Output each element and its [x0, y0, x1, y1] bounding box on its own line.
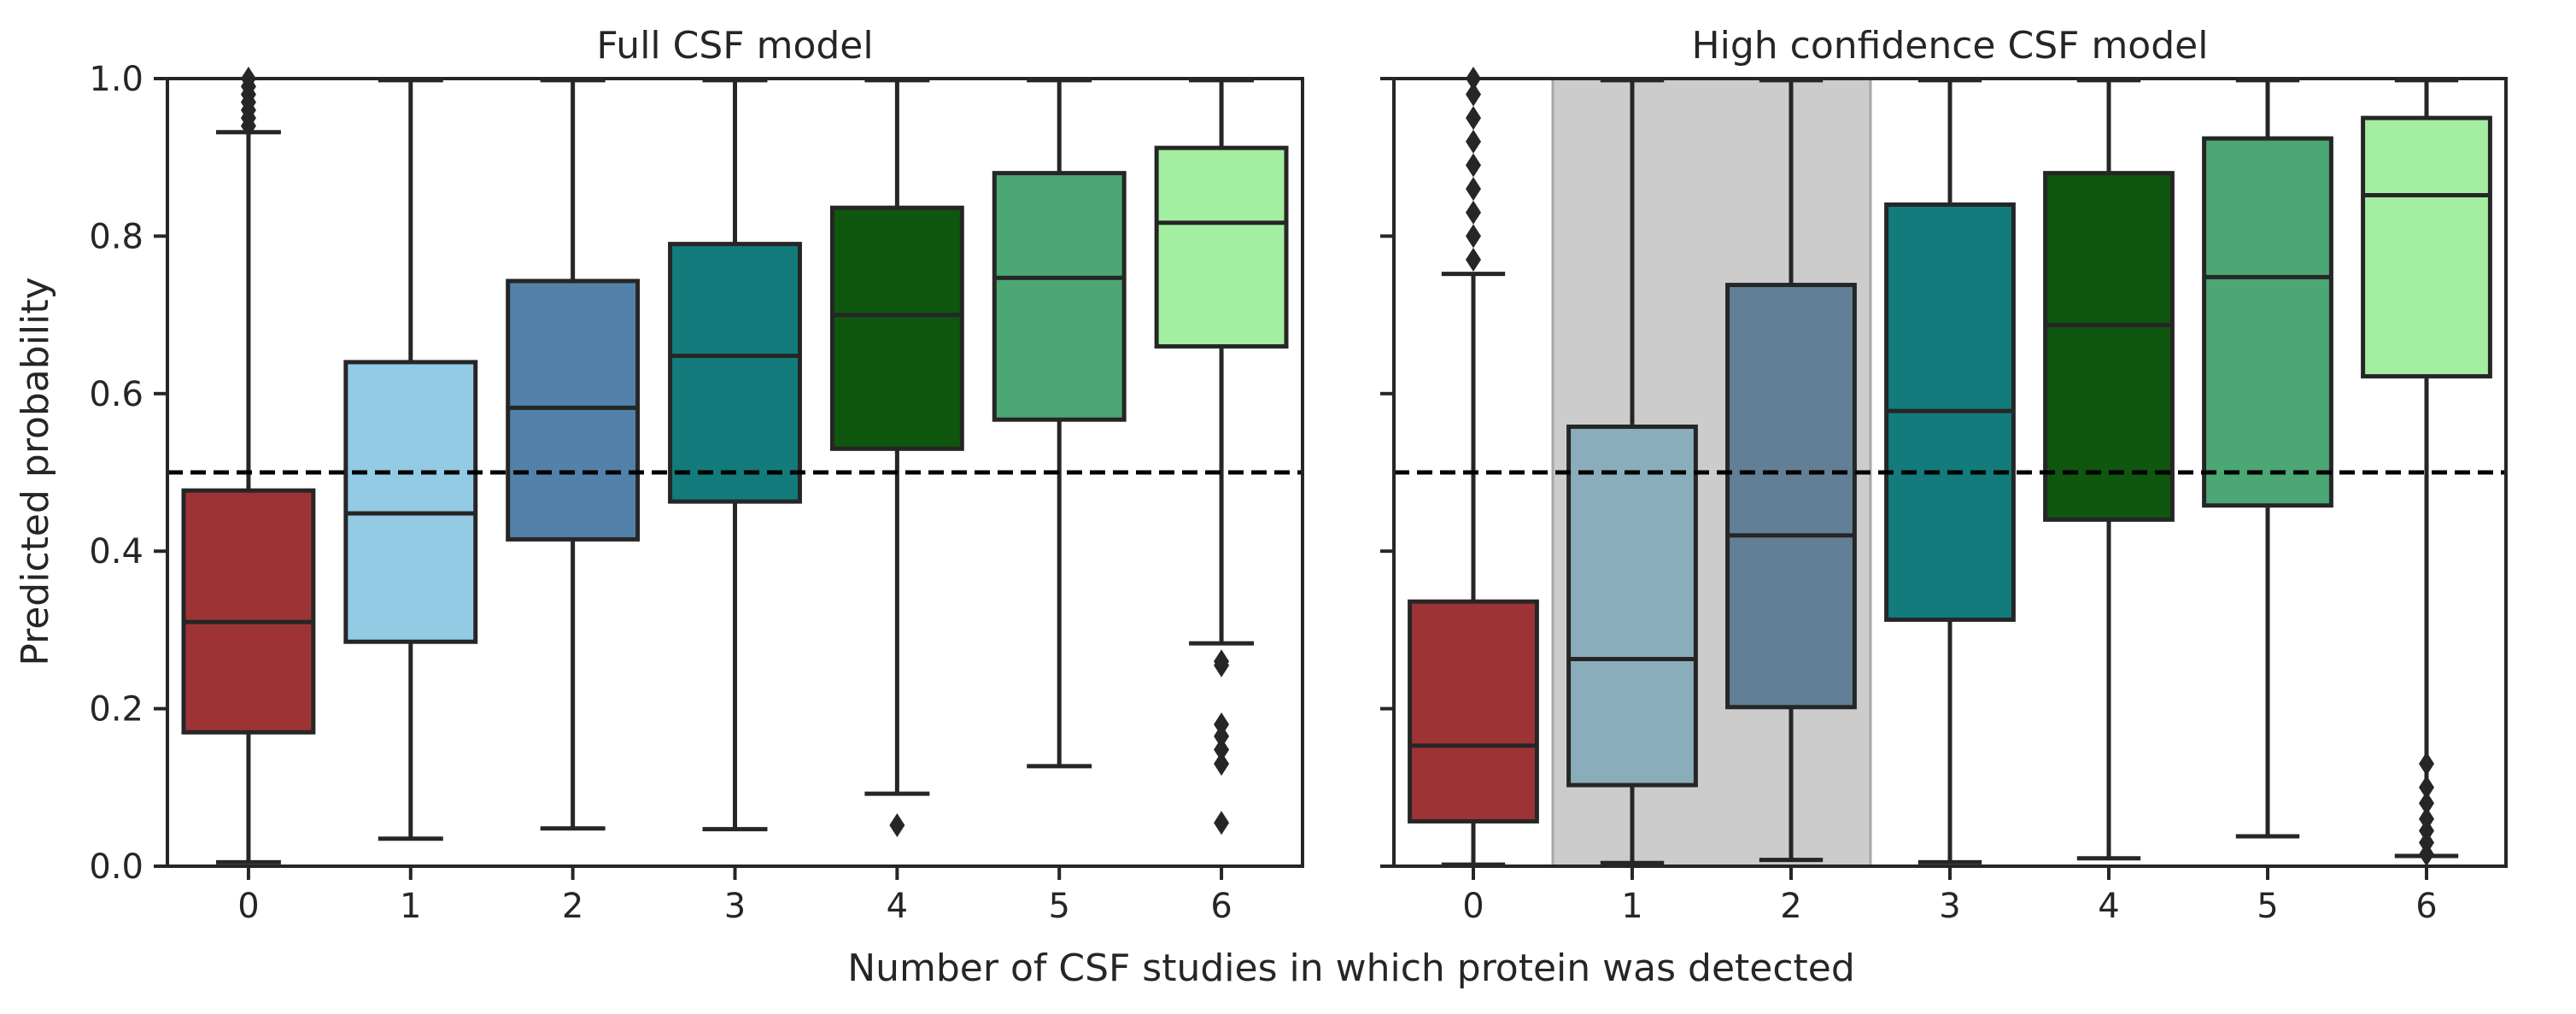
outlier-point	[1466, 82, 1481, 107]
x-tick-label: 4	[2098, 887, 2119, 926]
box-iqr	[1408, 599, 1539, 824]
y-tick-label: 0.6	[89, 375, 143, 414]
outlier-point	[1214, 737, 1230, 762]
x-tick-label: 1	[1621, 887, 1642, 926]
y-tick-label: 1.0	[89, 60, 143, 99]
box-iqr	[1154, 145, 1289, 349]
x-tick-label: 2	[1780, 887, 1801, 926]
box-iqr	[1725, 283, 1857, 710]
x-axis-label: Number of CSF studies in which protein w…	[847, 947, 1855, 990]
y-axis-label: Predicted probability	[14, 277, 57, 665]
box-6	[1154, 78, 1289, 835]
x-tick-label: 6	[1210, 887, 1232, 926]
outlier-point	[2419, 842, 2434, 867]
box-2	[506, 78, 641, 831]
outlier-point	[2419, 791, 2434, 816]
outlier-point	[1214, 653, 1230, 677]
box-3	[668, 78, 802, 832]
box-4	[2043, 78, 2175, 861]
x-tick-label: 5	[1048, 887, 1069, 926]
outlier-point	[1466, 248, 1481, 273]
y-tick-label: 0.4	[89, 532, 143, 571]
box-4	[829, 78, 964, 838]
outlier-point	[1466, 106, 1481, 131]
box-5	[992, 78, 1127, 769]
outlier-point	[1214, 811, 1230, 835]
x-tick-label: 6	[2415, 887, 2437, 926]
outlier-point	[1214, 724, 1230, 748]
box-2	[1725, 78, 1857, 863]
y-tick-label: 0.2	[89, 690, 143, 730]
box-1	[343, 78, 478, 841]
box-iqr	[2202, 136, 2333, 508]
panel-full-csf-model: Full CSF model 0 1 2 3 4 5 6 0.0 0.2 0.4 0.6 0.8 1.0	[89, 24, 1304, 926]
outlier-point	[1466, 177, 1481, 202]
box-0	[1408, 67, 1539, 867]
x-tick-label: 4	[887, 887, 908, 926]
box-iqr	[2361, 115, 2492, 379]
outlier-point	[2419, 775, 2434, 800]
box-iqr	[181, 488, 316, 735]
y-tick-label: 0.0	[89, 847, 143, 887]
box-iqr	[2043, 171, 2175, 522]
x-tick-label: 1	[400, 887, 421, 926]
panel-title: Full CSF model	[596, 24, 873, 67]
outlier-point	[1466, 224, 1481, 249]
box-3	[1884, 78, 2016, 865]
outlier-point	[1214, 752, 1230, 777]
panel-title: High confidence CSF model	[1692, 24, 2209, 67]
x-tick-label: 0	[237, 887, 259, 926]
x-tick-label: 2	[562, 887, 583, 926]
box-iqr	[992, 171, 1127, 422]
x-tick-label: 5	[2257, 887, 2278, 926]
outlier-point	[889, 813, 905, 838]
y-tick-label: 0.8	[89, 217, 143, 256]
outlier-point	[1466, 200, 1481, 225]
outlier-point	[2419, 752, 2434, 777]
box-5	[2202, 78, 2333, 839]
box-iqr	[506, 278, 641, 542]
box-iqr	[829, 205, 964, 451]
outlier-point	[1466, 153, 1481, 178]
box-6	[2361, 78, 2492, 867]
box-iqr	[668, 242, 802, 504]
x-tick-label: 3	[1939, 887, 1960, 926]
box-0	[181, 67, 316, 865]
box-iqr	[343, 360, 478, 644]
x-tick-label: 3	[724, 887, 746, 926]
box-iqr	[1566, 425, 1698, 788]
outlier-point	[1466, 129, 1481, 154]
panel-high-confidence-csf-model: High confidence CSF model 0 1 2 3 4 5 6	[1380, 24, 2508, 926]
x-tick-label: 0	[1462, 887, 1484, 926]
